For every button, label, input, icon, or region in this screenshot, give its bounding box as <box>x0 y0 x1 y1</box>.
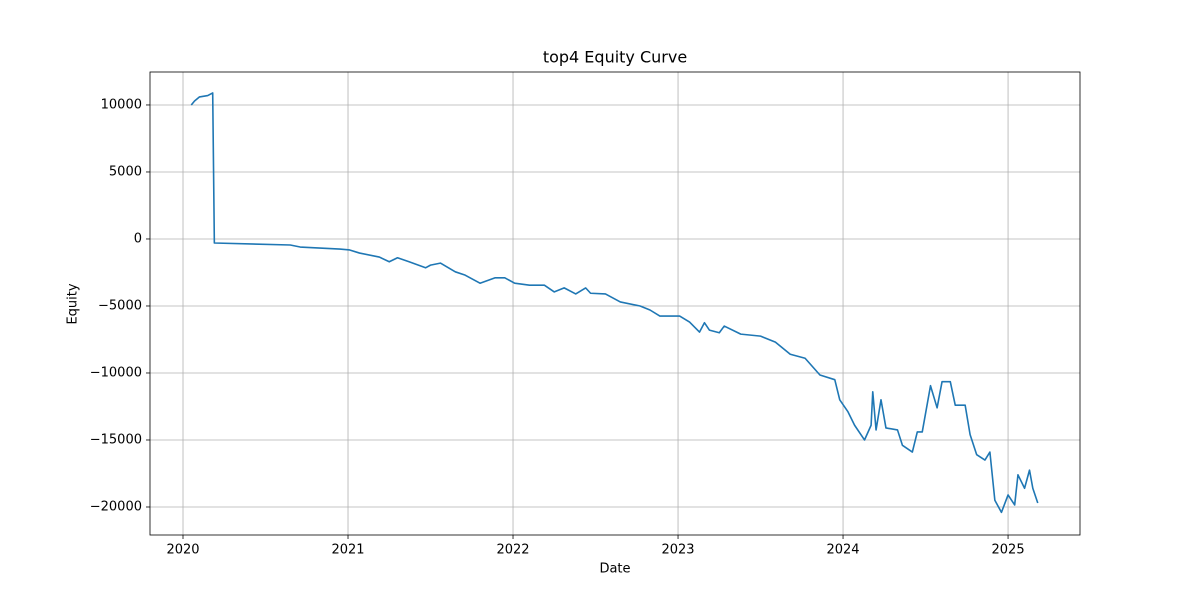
equity-line <box>190 92 1039 514</box>
y-tick-label: −10000 <box>90 365 142 380</box>
x-tick-label: 2024 <box>826 543 859 558</box>
y-axis-label: Equity <box>66 283 81 324</box>
y-tick-label: −20000 <box>90 499 142 514</box>
x-tick-label: 2023 <box>661 543 694 558</box>
y-tick-label: 5000 <box>109 164 142 179</box>
x-axis-label: Date <box>599 562 630 577</box>
y-tick-label: 0 <box>134 231 142 246</box>
y-tick-label: −15000 <box>90 432 142 447</box>
x-tick-label: 2020 <box>166 543 199 558</box>
y-tick-label: −5000 <box>98 298 142 313</box>
x-tick-label: 2025 <box>992 543 1025 558</box>
chart-title: top4 Equity Curve <box>543 48 687 67</box>
x-tick-label: 2022 <box>496 543 529 558</box>
x-tick-label: 2021 <box>331 543 364 558</box>
plot-frame <box>149 71 1081 536</box>
y-tick-label: 10000 <box>101 97 142 112</box>
